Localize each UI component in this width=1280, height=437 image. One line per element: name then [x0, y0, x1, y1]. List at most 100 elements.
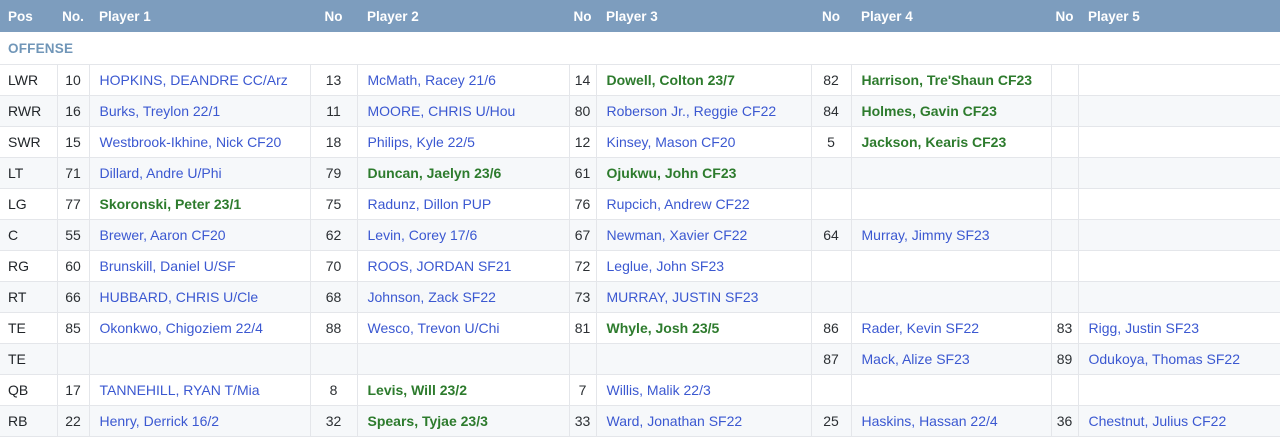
player-link[interactable]: MOORE, CHRIS U/Hou	[367, 103, 516, 119]
position-cell: RT	[8, 289, 27, 305]
empty-cell	[1077, 95, 1280, 127]
jersey-number-cell: 12	[568, 126, 596, 158]
column-header-no-1: No.	[57, 0, 89, 32]
player-link[interactable]: Levin, Corey 17/6	[367, 227, 478, 243]
depth-row-lg-5: LG 77 Skoronski, Peter 23/1 75 Radunz, Dillo…	[0, 188, 1280, 220]
jersey-number-cell	[810, 188, 851, 220]
player-cell: Harrison, Tre'Shaun CF23	[850, 64, 1051, 96]
column-header-no-3: No	[569, 0, 596, 32]
section-row-offense: OFFENSE	[0, 32, 1280, 65]
jersey-number-cell: 32	[309, 405, 357, 437]
player-cell: Levis, Will 23/2	[356, 374, 569, 406]
player-cell: Newman, Xavier CF22	[595, 219, 811, 251]
empty-cell	[1077, 219, 1280, 251]
player-cell: Rupcich, Andrew CF22	[595, 188, 811, 220]
player-cell: Okonkwo, Chigoziem 22/4	[88, 312, 310, 344]
player-link[interactable]: Burks, Treylon 22/1	[99, 103, 221, 119]
jersey-number-cell: 84	[810, 95, 851, 127]
player-link[interactable]: Holmes, Gavin CF23	[861, 103, 997, 119]
position-cell: LT	[8, 165, 24, 181]
column-header-player-2: Player 2	[357, 0, 569, 32]
jersey-number-cell	[1050, 64, 1078, 96]
player-link[interactable]: Skoronski, Peter 23/1	[99, 196, 242, 212]
jersey-number-cell	[1050, 250, 1078, 282]
player-cell: Burks, Treylon 22/1	[88, 95, 310, 127]
player-cell: HUBBARD, CHRIS U/Cle	[88, 281, 310, 313]
column-header-no-4: No	[811, 0, 851, 32]
player-link[interactable]: Chestnut, Julius CF22	[1088, 413, 1227, 429]
player-link[interactable]: Brunskill, Daniel U/SF	[99, 258, 236, 274]
player-link[interactable]: Radunz, Dillon PUP	[367, 196, 492, 212]
player-cell: Roberson Jr., Reggie CF22	[595, 95, 811, 127]
player-link[interactable]: Haskins, Hassan 22/4	[861, 413, 998, 429]
empty-cell	[356, 343, 569, 375]
player-cell: Brunskill, Daniel U/SF	[88, 250, 310, 282]
player-link[interactable]: Roberson Jr., Reggie CF22	[606, 103, 777, 119]
player-link[interactable]: Dowell, Colton 23/7	[606, 72, 735, 88]
player-link[interactable]: Wesco, Trevon U/Chi	[367, 320, 500, 336]
player-link[interactable]: Jackson, Kearis CF23	[861, 134, 1007, 150]
player-link[interactable]: MURRAY, JUSTIN SF23	[606, 289, 759, 305]
jersey-number-cell	[1050, 126, 1078, 158]
player-link[interactable]: Rigg, Justin SF23	[1088, 320, 1200, 336]
player-link[interactable]: Leglue, John SF23	[606, 258, 725, 274]
player-cell: Ward, Jonathan SF22	[595, 405, 811, 437]
player-link[interactable]: Johnson, Zack SF22	[367, 289, 496, 305]
player-link[interactable]: Brewer, Aaron CF20	[99, 227, 226, 243]
depth-row-qb-11: QB 17 TANNEHILL, RYAN T/Mia 8 Levis, Will 23…	[0, 374, 1280, 406]
jersey-number-cell: 76	[568, 188, 596, 220]
jersey-number-cell: 83	[1050, 312, 1078, 344]
empty-cell	[850, 157, 1051, 189]
jersey-number-cell	[810, 281, 851, 313]
jersey-number-cell: 14	[568, 64, 596, 96]
player-cell: HOPKINS, DEANDRE CC/Arz	[88, 64, 310, 96]
player-link[interactable]: ROOS, JORDAN SF21	[367, 258, 512, 274]
player-link[interactable]: HOPKINS, DEANDRE CC/Arz	[99, 72, 288, 88]
player-link[interactable]: Kinsey, Mason CF20	[606, 134, 736, 150]
player-cell: MOORE, CHRIS U/Hou	[356, 95, 569, 127]
jersey-number-cell: 64	[810, 219, 851, 251]
empty-cell	[1077, 281, 1280, 313]
jersey-number-cell: 16	[56, 95, 89, 127]
player-link[interactable]: Okonkwo, Chigoziem 22/4	[99, 320, 263, 336]
jersey-number-cell: 25	[810, 405, 851, 437]
player-link[interactable]: Murray, Jimmy SF23	[861, 227, 990, 243]
position-cell: TE	[8, 320, 26, 336]
player-link[interactable]: Mack, Alize SF23	[861, 351, 970, 367]
jersey-number-cell: 70	[309, 250, 357, 282]
player-cell: Wesco, Trevon U/Chi	[356, 312, 569, 344]
player-cell: Whyle, Josh 23/5	[595, 312, 811, 344]
player-link[interactable]: Ward, Jonathan SF22	[606, 413, 743, 429]
empty-cell	[1077, 157, 1280, 189]
player-link[interactable]: McMath, Racey 21/6	[367, 72, 496, 88]
player-cell: TANNEHILL, RYAN T/Mia	[88, 374, 310, 406]
player-link[interactable]: TANNEHILL, RYAN T/Mia	[99, 382, 260, 398]
player-link[interactable]: Newman, Xavier CF22	[606, 227, 748, 243]
depth-row-rg-7: RG 60 Brunskill, Daniel U/SF 70 ROOS, JORDAN…	[0, 250, 1280, 282]
player-cell: Odukoya, Thomas SF22	[1077, 343, 1280, 375]
player-link[interactable]: Dillard, Andre U/Phi	[99, 165, 222, 181]
player-link[interactable]: Levis, Will 23/2	[367, 382, 467, 398]
player-link[interactable]: Odukoya, Thomas SF22	[1088, 351, 1240, 367]
player-link[interactable]: Philips, Kyle 22/5	[367, 134, 475, 150]
player-link[interactable]: Rupcich, Andrew CF22	[606, 196, 750, 212]
player-link[interactable]: Henry, Derrick 16/2	[99, 413, 220, 429]
depth-row-te-10: TE 87 Mack, Alize SF23 89 Odukoya, Thomas SF…	[0, 343, 1280, 375]
player-link[interactable]: Duncan, Jaelyn 23/6	[367, 165, 502, 181]
empty-cell	[850, 374, 1051, 406]
player-cell: Philips, Kyle 22/5	[356, 126, 569, 158]
player-link[interactable]: Rader, Kevin SF22	[861, 320, 980, 336]
player-link[interactable]: HUBBARD, CHRIS U/Cle	[99, 289, 259, 305]
player-link[interactable]: Ojukwu, John CF23	[606, 165, 737, 181]
player-link[interactable]: Spears, Tyjae 23/3	[367, 413, 488, 429]
column-header-player-3: Player 3	[596, 0, 811, 32]
player-link[interactable]: Willis, Malik 22/3	[606, 382, 711, 398]
jersey-number-cell: 67	[568, 219, 596, 251]
player-cell: Dowell, Colton 23/7	[595, 64, 811, 96]
player-link[interactable]: Whyle, Josh 23/5	[606, 320, 720, 336]
player-link[interactable]: Westbrook-Ikhine, Nick CF20	[99, 134, 282, 150]
position-cell: LWR	[8, 72, 39, 88]
player-link[interactable]: Harrison, Tre'Shaun CF23	[861, 72, 1033, 88]
jersey-number-cell: 75	[309, 188, 357, 220]
jersey-number-cell	[1050, 219, 1078, 251]
